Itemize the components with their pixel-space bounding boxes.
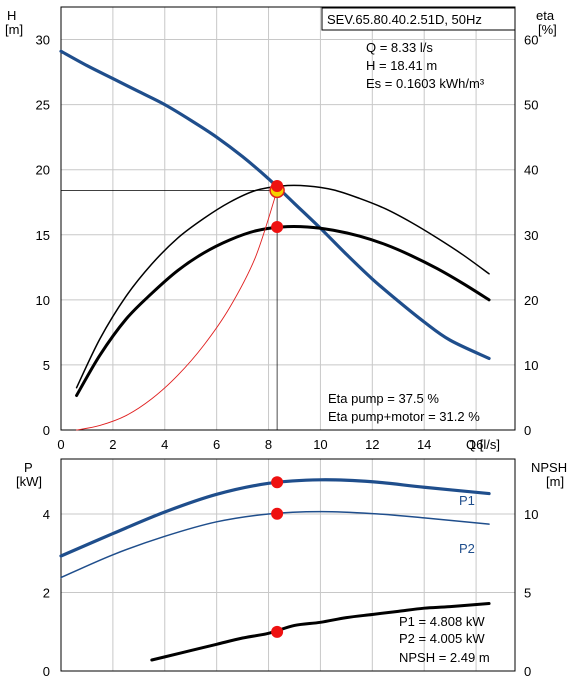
eta-pump-label: Eta pump = 37.5 % [328,391,439,406]
duty-point-eta-pump-marker [271,179,284,192]
right-tick-label: 20 [524,293,538,308]
bottom-left-axis-unit-2: [kW] [16,474,42,489]
left-tick-label: 15 [36,228,50,243]
npsh-curve [150,601,491,662]
x-tick-label: 6 [213,437,220,452]
right-tick-label: 10 [524,507,538,522]
info-head: H = 18.41 m [366,58,437,73]
bottom-right-axis-unit-1: NPSH [531,460,567,475]
left-tick-label: 0 [43,664,50,679]
x-tick-label: 14 [417,437,431,452]
chart-title: SEV.65.80.40.2.51D, 50Hz [327,12,482,27]
right-tick-label: 40 [524,163,538,178]
x-tick-label: 16 [469,437,483,452]
left-tick-label: 30 [36,33,50,48]
p2-curve [60,510,490,579]
right-tick-label: 30 [524,228,538,243]
top-x-axis-label: Q [l/s] [466,437,500,452]
top-right-axis-unit-2: [%] [538,22,557,37]
top-operating-points [269,179,285,233]
eta-total-curve [75,225,491,398]
right-tick-label: 0 [524,423,531,438]
eta-pump-curve [75,184,490,389]
bottom-left-tick-labels: 0 2 4 [43,507,50,679]
top-left-tick-labels: 0 5 10 15 20 25 30 [36,33,50,438]
left-tick-label: 25 [36,98,50,113]
left-tick-label: 10 [36,293,50,308]
bottom-right-axis-unit-2: [m] [546,474,564,489]
right-tick-label: 60 [524,33,538,48]
head-curve [59,49,491,361]
left-tick-label: 20 [36,163,50,178]
top-right-axis-unit-1: eta [536,8,555,23]
x-tick-label: 12 [365,437,379,452]
x-tick-label: 8 [265,437,272,452]
x-tick-label: 10 [313,437,327,452]
x-tick-label: 4 [161,437,168,452]
bottom-left-axis-unit-1: P [24,460,33,475]
right-tick-label: 50 [524,98,538,113]
x-tick-label: 0 [57,437,64,452]
duty-point-p1-marker [271,476,284,489]
top-left-axis-unit-2: [m] [5,22,23,37]
info-npsh: NPSH = 2.49 m [399,650,490,665]
top-x-tick-labels: 0 2 4 6 8 10 12 14 16 [57,437,483,452]
info-specific-energy: Es = 0.1603 kWh/m³ [366,76,485,91]
legend-p2: P2 [459,541,475,556]
eta-total-label: Eta pump+motor = 31.2 % [328,409,480,424]
bottom-operating-points [271,476,284,638]
bottom-right-tick-labels: 0 5 10 [524,507,538,679]
left-tick-label: 0 [43,423,50,438]
info-flow: Q = 8.33 l/s [366,40,433,55]
p1-curve [59,478,491,558]
right-tick-label: 5 [524,585,531,600]
top-right-tick-labels: 0 10 20 30 40 50 60 [524,33,538,438]
right-tick-label: 10 [524,358,538,373]
duty-point-npsh-marker [271,625,284,638]
top-left-axis-unit-1: H [7,8,16,23]
left-tick-label: 4 [43,507,50,522]
info-p1: P1 = 4.808 kW [399,614,485,629]
x-tick-label: 2 [109,437,116,452]
system-curve [76,189,278,431]
info-p2: P2 = 4.005 kW [399,631,485,646]
title-box [321,7,516,31]
duty-point-p2-marker [271,507,284,520]
bottom-series-group [59,478,491,662]
legend-p1: P1 [459,493,475,508]
duty-point-eta-total-marker [271,220,284,233]
left-tick-label: 5 [43,358,50,373]
left-tick-label: 2 [43,585,50,600]
top-gridlines [61,7,515,430]
top-series-group [59,49,491,431]
top-plot-frame [60,6,516,431]
right-tick-label: 0 [524,664,531,679]
bottom-plot-frame [60,458,516,672]
bottom-gridlines [61,459,515,671]
